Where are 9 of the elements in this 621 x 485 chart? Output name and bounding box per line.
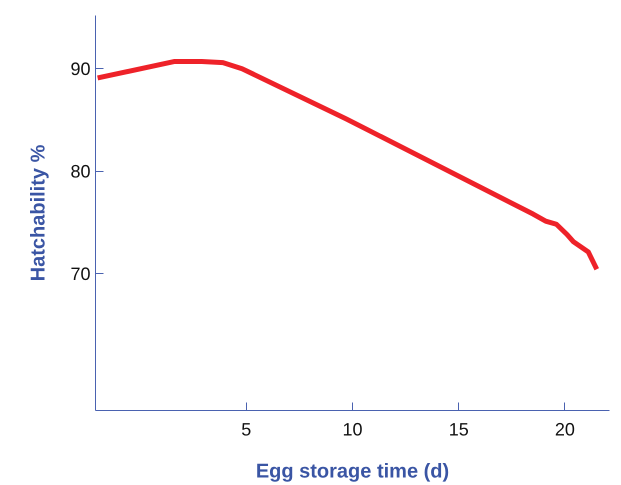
x-tick-label: 10 xyxy=(342,420,363,440)
y-axis-title: Hatchability % xyxy=(27,144,50,282)
x-axis-title: Egg storage time (d) xyxy=(256,460,450,482)
y-tick-label: 80 xyxy=(70,162,91,182)
x-tick-label: 20 xyxy=(554,420,575,440)
y-tick-label: 90 xyxy=(70,59,91,80)
y-tick-label: 70 xyxy=(70,264,91,284)
x-tick-label: 5 xyxy=(241,420,252,440)
x-tick-label: 15 xyxy=(448,420,469,440)
